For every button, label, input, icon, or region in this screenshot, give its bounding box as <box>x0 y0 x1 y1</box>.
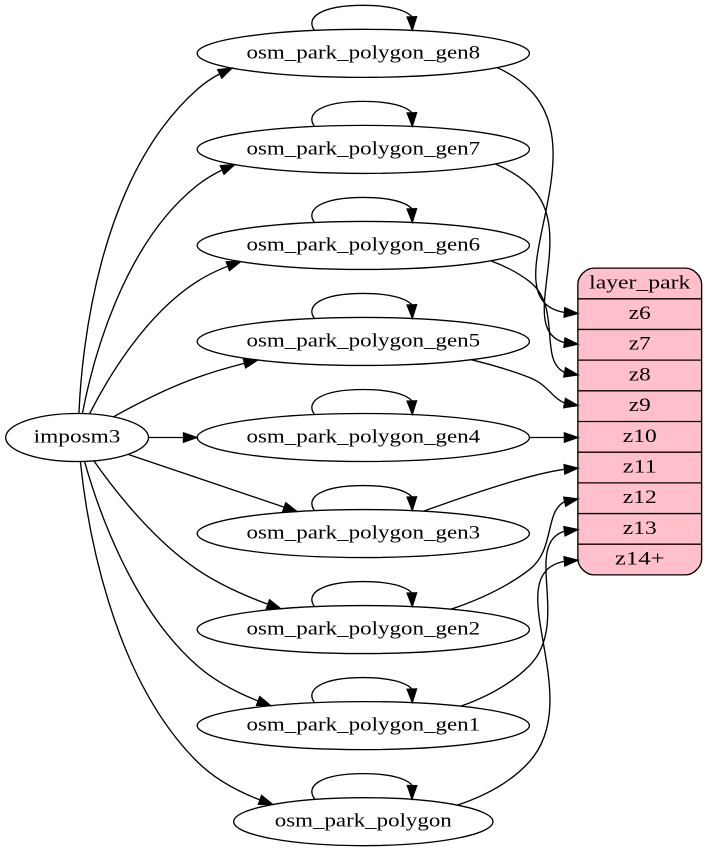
svg-text:osm_park_polygon_gen6: osm_park_polygon_gen6 <box>246 234 480 255</box>
svg-text:osm_park_polygon_gen3: osm_park_polygon_gen3 <box>246 523 480 544</box>
svg-text:z13: z13 <box>623 518 657 539</box>
svg-text:z10: z10 <box>623 426 657 447</box>
svg-text:osm_park_polygon_gen1: osm_park_polygon_gen1 <box>246 715 480 736</box>
svg-text:layer_park: layer_park <box>589 272 691 293</box>
svg-text:osm_park_polygon: osm_park_polygon <box>275 811 453 832</box>
svg-text:osm_park_polygon_gen5: osm_park_polygon_gen5 <box>246 330 480 351</box>
svg-text:osm_park_polygon_gen7: osm_park_polygon_gen7 <box>246 138 480 159</box>
svg-text:z6: z6 <box>629 303 651 324</box>
svg-text:imposm3: imposm3 <box>34 427 121 448</box>
svg-text:osm_park_polygon_gen8: osm_park_polygon_gen8 <box>246 42 480 63</box>
svg-text:z8: z8 <box>629 364 651 385</box>
svg-text:z7: z7 <box>629 334 651 355</box>
svg-text:osm_park_polygon_gen4: osm_park_polygon_gen4 <box>246 427 480 448</box>
svg-text:z11: z11 <box>623 457 657 478</box>
svg-text:z12: z12 <box>623 487 657 508</box>
svg-text:z14+: z14+ <box>615 549 665 570</box>
svg-text:z9: z9 <box>629 395 651 416</box>
svg-text:osm_park_polygon_gen2: osm_park_polygon_gen2 <box>246 619 480 640</box>
